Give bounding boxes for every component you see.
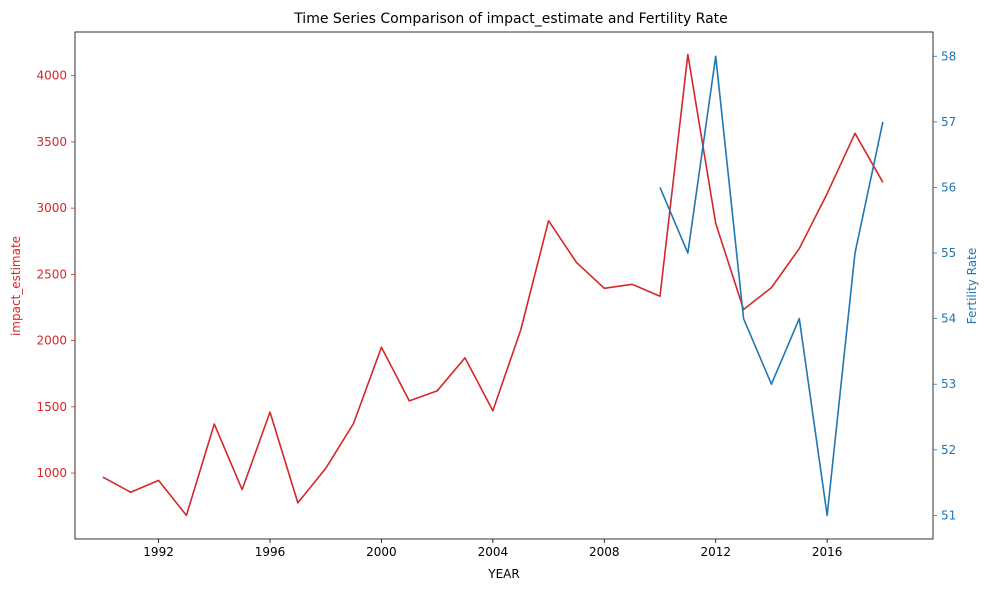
x-axis-title: YEAR [487, 567, 519, 581]
right-y-tick-label: 58 [941, 49, 956, 63]
right-y-tick-label: 57 [941, 115, 956, 129]
left-y-tick-label: 4000 [36, 69, 67, 83]
x-tick-label: 2000 [366, 545, 397, 559]
right-y-tick-label: 53 [941, 377, 956, 391]
left-y-tick-label: 1500 [36, 400, 67, 414]
left-y-tick-label: 1000 [36, 466, 67, 480]
x-tick-label: 2004 [478, 545, 509, 559]
x-tick-label: 2008 [589, 545, 620, 559]
x-tick-label: 2012 [700, 545, 731, 559]
right-y-tick-label: 52 [941, 443, 956, 457]
left-y-tick-label: 3000 [36, 201, 67, 215]
right-y-tick-label: 55 [941, 246, 956, 260]
x-tick-label: 1992 [143, 545, 174, 559]
left-y-tick-label: 2500 [36, 267, 67, 281]
series-line-fertility-rate [659, 55, 884, 517]
left-y-axis-title: impact_estimate [9, 236, 23, 336]
right-y-tick-label: 51 [941, 508, 956, 522]
x-tick-label: 1996 [255, 545, 286, 559]
left-y-tick-label: 2000 [36, 334, 67, 348]
series-line-impact-estimate [102, 53, 884, 517]
right-y-axis-title: Fertility Rate [965, 248, 979, 324]
right-y-tick-label: 54 [941, 312, 956, 326]
plot-area: 1992 1996 2000 2004 2008 2012 2016 1000 1500 2000… [36, 31, 956, 559]
plot-frame [74, 31, 934, 540]
right-y-tick-label: 56 [941, 180, 956, 194]
left-y-tick-label: 3500 [36, 135, 67, 149]
x-tick-label: 2016 [812, 545, 843, 559]
chart-title: Time Series Comparison of impact_estimat… [293, 11, 728, 27]
